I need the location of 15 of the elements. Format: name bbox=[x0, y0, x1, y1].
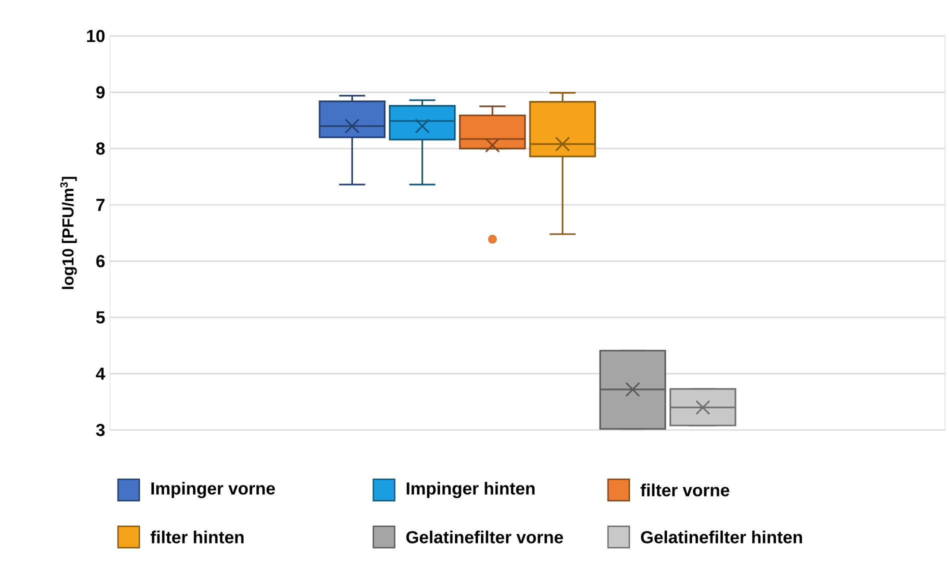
legend-label: Impinger hinten bbox=[406, 482, 535, 498]
y-tick-label: 3 bbox=[96, 424, 105, 436]
y-tick-label: 8 bbox=[96, 142, 105, 155]
legend-label: Gelatinefilter vorne bbox=[406, 530, 563, 544]
legend-label: Impinger vorne bbox=[151, 482, 275, 498]
y-tick-label: 6 bbox=[96, 255, 105, 268]
legend-label: Gelatinefilter hinten bbox=[640, 530, 802, 544]
legend-label: filter hinten bbox=[150, 530, 244, 544]
legend-label: filter vorne bbox=[640, 484, 730, 496]
y-tick-label: 7 bbox=[96, 198, 105, 211]
y-axis-title: log10 [PFU/m$^{3}$] bbox=[60, 176, 77, 289]
y-tick-label: 10 bbox=[87, 30, 105, 42]
y-tick-label: 5 bbox=[96, 311, 105, 324]
y-tick-label: 9 bbox=[96, 86, 105, 98]
y-tick-label: 4 bbox=[96, 368, 106, 380]
